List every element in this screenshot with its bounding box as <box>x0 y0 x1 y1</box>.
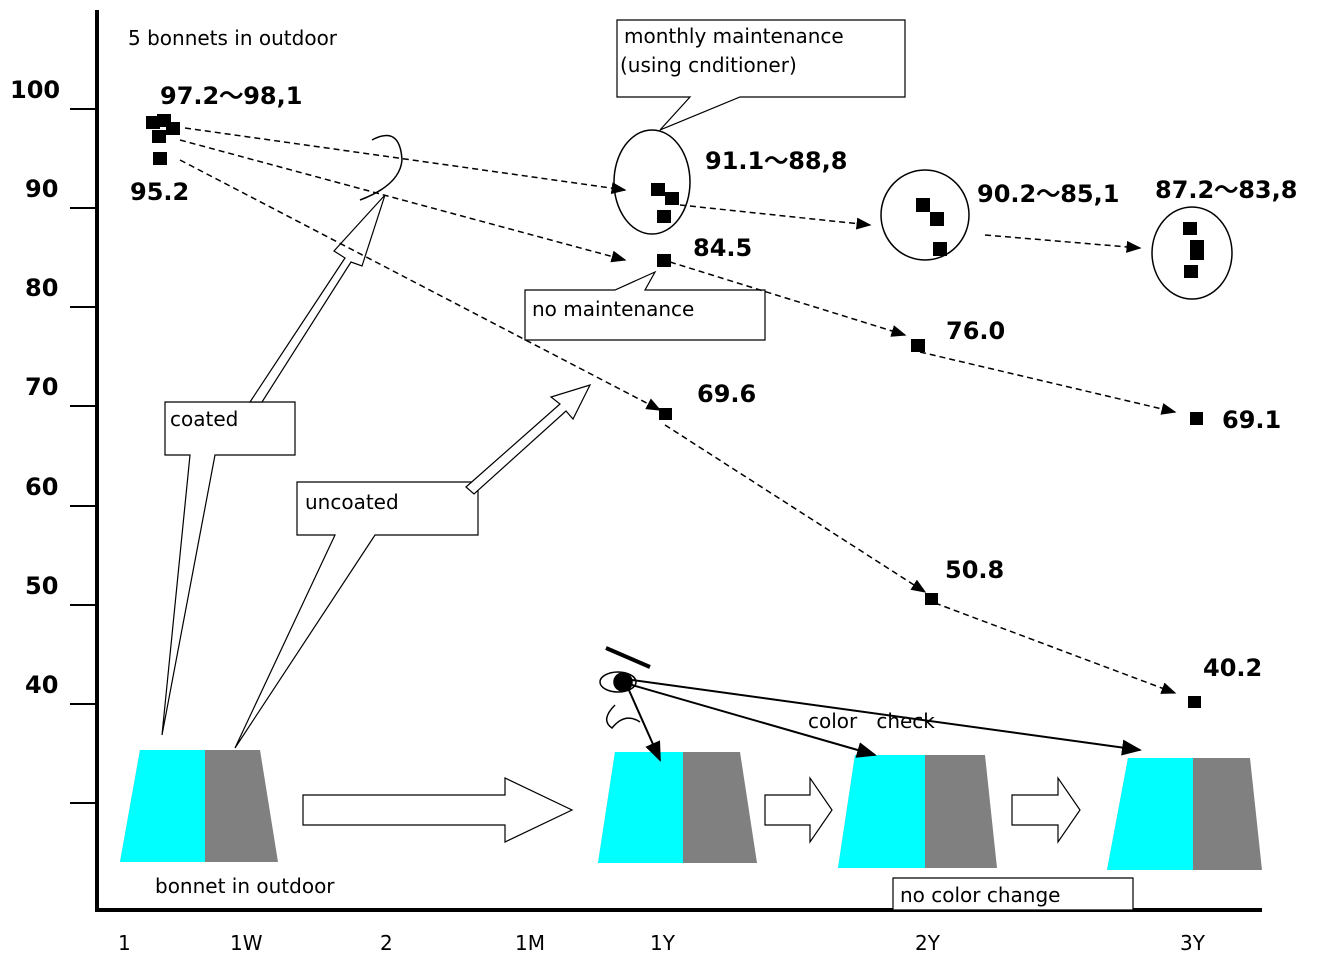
x-label: 1M <box>515 931 545 954</box>
title: 5 bonnets in outdoor <box>128 26 338 50</box>
hollow-arrow <box>248 194 386 403</box>
point-label: 90.2～85,1 <box>977 180 1119 208</box>
y-label: 40 <box>25 671 58 699</box>
y-tick-labels: 100 90 80 70 60 50 40 <box>10 76 60 699</box>
bonnet <box>598 752 757 863</box>
y-label: 80 <box>25 274 58 302</box>
point-label: 69.6 <box>697 380 756 408</box>
callout-text: coated <box>170 407 238 431</box>
hollow-arrow <box>1011 776 1081 844</box>
y-ticks <box>70 108 97 804</box>
point-label: 95.2 <box>130 178 189 206</box>
callout-text: no color change <box>900 883 1060 907</box>
caption: bonnet in outdoor <box>155 874 335 898</box>
callout-no-color-change: no color change <box>892 877 1134 911</box>
clusters <box>613 129 1233 300</box>
y-label: 100 <box>10 76 60 104</box>
x-label: 3Y <box>1180 931 1206 954</box>
y-label: 70 <box>25 373 58 401</box>
callout-coated: coated <box>161 401 296 736</box>
point-label: 50.8 <box>945 556 1004 584</box>
callout-text: (using cnditioner) <box>620 53 797 77</box>
y-label: 50 <box>25 572 58 600</box>
point-label: 76.0 <box>946 317 1005 345</box>
x-label: 1Y <box>650 931 676 954</box>
bonnet <box>120 750 278 862</box>
hollow-arrow <box>302 777 574 843</box>
point-labels: 97.2～98,1 95.2 91.1～88,8 84.5 69.6 90.2～… <box>130 82 1297 682</box>
caption: color check <box>808 709 935 733</box>
points <box>146 114 1204 708</box>
x-label: 1W <box>230 931 263 954</box>
callout-uncoated: uncoated <box>234 481 479 749</box>
hollow-arrow <box>764 776 833 844</box>
callout-no-maintenance: no maintenance <box>524 270 766 341</box>
y-label: 90 <box>25 175 58 203</box>
point-label: 97.2～98,1 <box>160 82 302 110</box>
loop <box>359 134 403 201</box>
point-label: 69.1 <box>1222 406 1281 434</box>
y-label: 60 <box>25 473 58 501</box>
callout-text: no maintenance <box>532 297 694 321</box>
point-label: 91.1～88,8 <box>705 147 847 175</box>
bonnet <box>1107 758 1262 870</box>
point-label: 87.2～83,8 <box>1155 176 1297 204</box>
x-label: 2Y <box>915 931 941 954</box>
point-label: 40.2 <box>1203 654 1262 682</box>
bonnet <box>838 755 997 868</box>
eye <box>599 646 1142 762</box>
callout-monthly: monthly maintenance (using cnditioner) <box>616 19 906 131</box>
callout-text: uncoated <box>305 490 399 514</box>
point-label: 84.5 <box>693 234 752 262</box>
x-tick-labels: 1 1W 2 1M 1Y 2Y 3Y <box>118 931 1206 954</box>
callout-text: monthly maintenance <box>624 24 844 48</box>
x-label: 1 <box>118 931 131 954</box>
trend-lines <box>179 127 1177 694</box>
hollow-arrow <box>465 384 592 495</box>
x-label: 2 <box>380 931 393 954</box>
